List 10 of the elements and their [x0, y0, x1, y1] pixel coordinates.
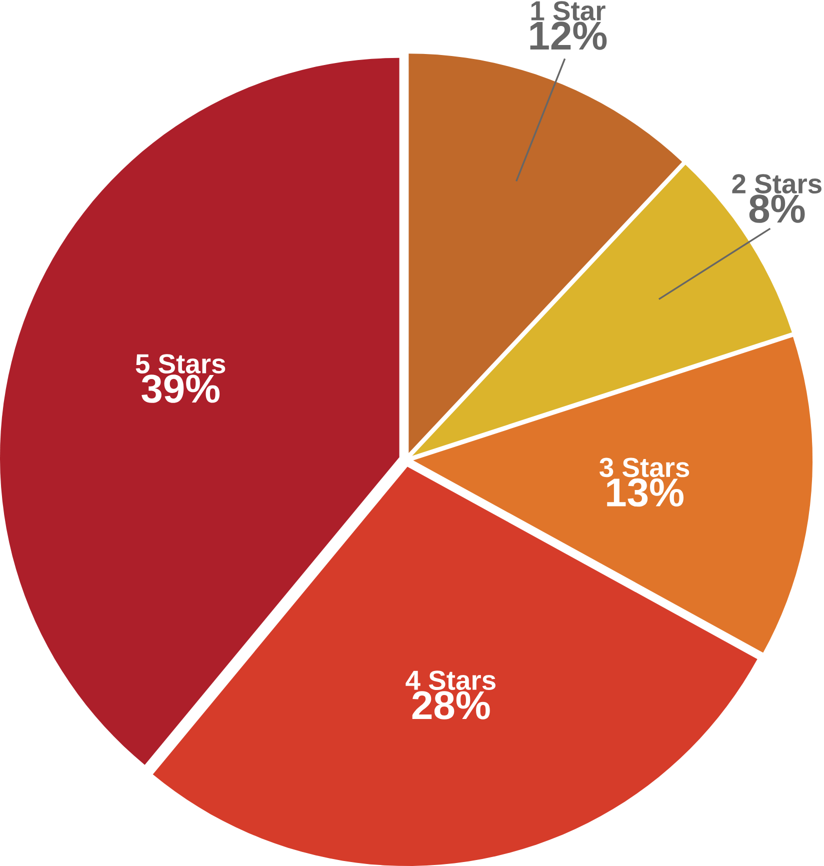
data-label: 39%	[142, 374, 220, 403]
data-label: 8%	[749, 194, 805, 223]
slice-label: 3 Stars	[600, 458, 690, 478]
data-label: 12%	[530, 22, 607, 50]
data-label: 13%	[607, 478, 684, 507]
data-label: 28%	[412, 691, 490, 720]
slice-label: 2 Stars	[732, 174, 822, 194]
slice-label: 5 Stars	[136, 354, 226, 374]
slice-label: 1 Star	[532, 1, 606, 21]
slice-label: 4 Stars	[406, 670, 496, 690]
